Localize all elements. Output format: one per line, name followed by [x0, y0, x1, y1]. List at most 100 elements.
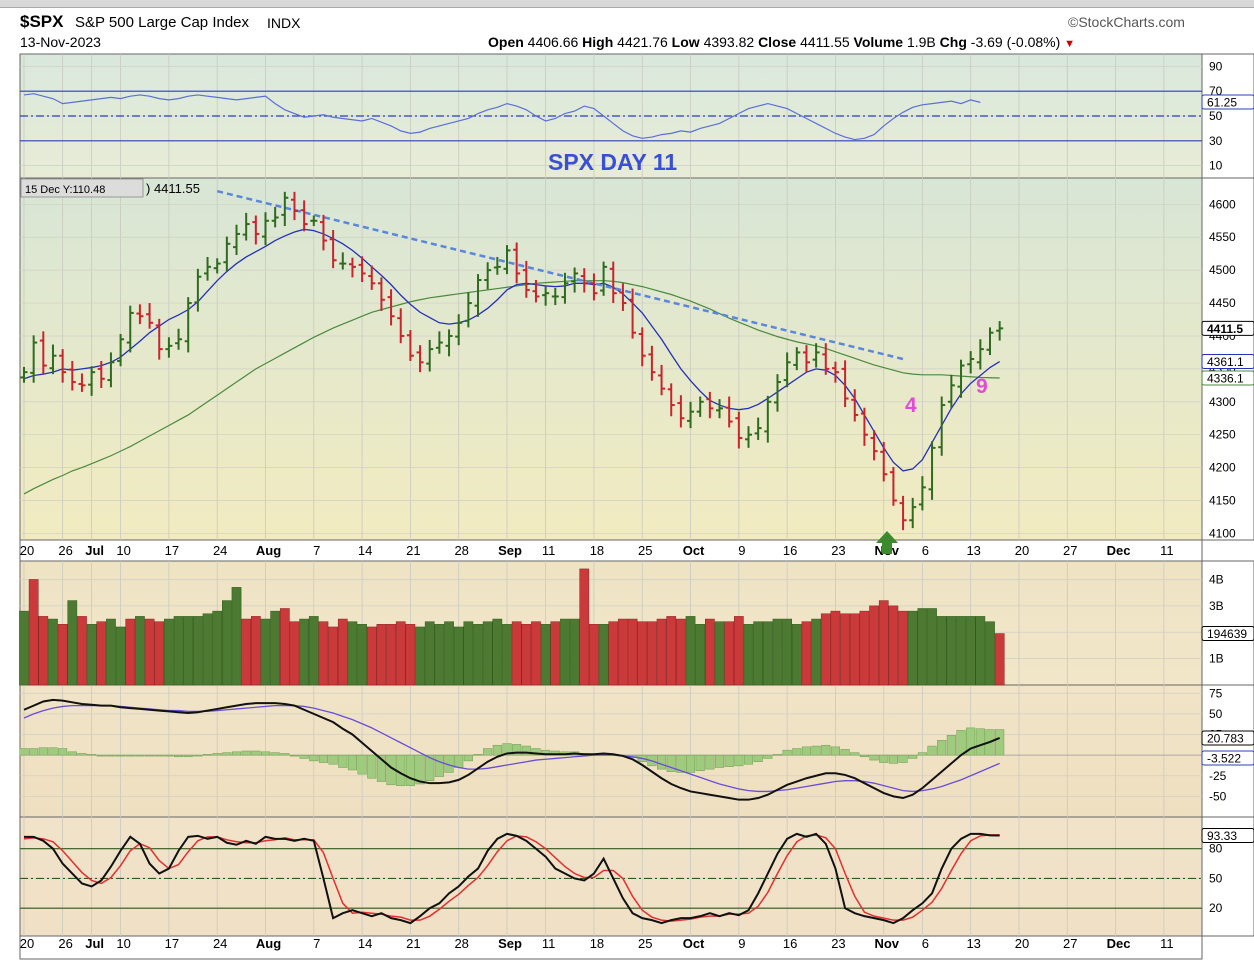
x-tick-label: 13	[966, 543, 980, 558]
macd-histogram-bar	[917, 752, 927, 756]
ma50-value-tag-text: 4336.1	[1207, 372, 1244, 386]
stochastic-value-tag-text: 93.33	[1207, 829, 1237, 843]
y-tick-label: 20	[1209, 901, 1223, 915]
rsi-line	[23, 93, 981, 141]
ohlc-bar	[571, 267, 579, 293]
x-tick-label: 10	[116, 543, 130, 558]
ma20-line	[23, 228, 1001, 472]
volume-bar	[67, 600, 78, 686]
ohlc-bar	[155, 318, 163, 360]
macd-histogram-bar	[289, 754, 300, 757]
exchange: INDX	[267, 15, 301, 31]
volume-bar	[502, 624, 512, 686]
volume-bar	[878, 600, 889, 686]
ohlc-bar	[126, 305, 134, 353]
ohlc-bar	[377, 277, 385, 311]
ohlc-bar	[474, 274, 482, 317]
y-tick-label: -25	[1209, 769, 1227, 783]
volume-bar	[395, 621, 406, 686]
volume-bar	[907, 610, 918, 686]
ohlc-bar	[899, 495, 907, 531]
ohlc-bar	[609, 261, 617, 304]
macd-histogram-bar	[792, 748, 802, 756]
volume-bar	[820, 613, 831, 686]
sto-panel-background	[19, 816, 1203, 937]
ohlc-bar	[918, 476, 926, 511]
ohlc-bar	[658, 364, 666, 396]
x-tick-label: Oct	[683, 543, 705, 558]
volume-bar	[859, 610, 870, 686]
volume-bar	[782, 618, 792, 686]
ohlc-bar	[503, 245, 511, 275]
ohlc-bar	[957, 359, 965, 398]
volume-bar	[212, 610, 223, 686]
volume-bar	[19, 610, 29, 686]
macd-histogram-bar	[415, 754, 425, 785]
x-tick-label: 16	[783, 936, 797, 951]
macd-histogram-bar	[347, 754, 357, 771]
volume-bar	[975, 616, 986, 686]
ohlc-bar	[387, 289, 395, 326]
ohlc-bar	[638, 327, 646, 367]
x-tick-label: 26	[58, 543, 72, 558]
volume-bar	[96, 621, 107, 686]
volume-bar	[772, 618, 783, 686]
volume-bar	[840, 613, 850, 686]
volume-bar	[753, 621, 764, 686]
ohlc-bar	[677, 395, 685, 428]
y-tick-label: 4450	[1209, 296, 1236, 310]
volume-bar	[627, 618, 638, 686]
volume-bar	[415, 626, 425, 686]
ohlc-bar	[406, 330, 414, 361]
macd-histogram-bar	[801, 746, 812, 756]
y-tick-label: 4B	[1209, 572, 1224, 586]
volume-bar	[250, 616, 261, 686]
macd-histogram-bar	[492, 744, 502, 756]
ohlc-bar	[117, 333, 125, 367]
macd-histogram-bar	[164, 754, 174, 757]
volume-bar	[135, 616, 145, 686]
ohlc-bar	[619, 283, 627, 311]
ohlc-bar	[358, 256, 366, 282]
volume-bar	[144, 618, 155, 686]
macd-histogram-bar	[19, 748, 29, 756]
ohlc-bar	[802, 345, 810, 373]
open-value: 4406.66	[527, 34, 579, 50]
ohlc-bar	[783, 352, 791, 388]
macd-histogram-bar	[231, 751, 242, 756]
y-tick-label: 4250	[1209, 428, 1236, 442]
volume-bar	[647, 621, 657, 686]
x-tick-label: 14	[358, 543, 372, 558]
macd-histogram-bar	[763, 754, 773, 759]
volume-bar	[164, 618, 174, 686]
macd-histogram-bar	[811, 745, 821, 756]
x-tick-label: 27	[1063, 936, 1077, 951]
wave-count-9: 9	[976, 375, 988, 398]
x-tick-label: 6	[922, 936, 929, 951]
x-tick-label: 20	[20, 936, 34, 951]
ma50-value-tag: 4336.1	[1201, 370, 1254, 386]
volume-bar	[154, 621, 165, 686]
ohlc-bar	[928, 441, 936, 500]
ohlc-bar	[242, 212, 250, 241]
macd-histogram-bar	[946, 735, 956, 756]
ohlc-bar	[426, 339, 434, 372]
x-tick-label: 23	[831, 936, 845, 951]
volume-bar	[743, 624, 754, 686]
volume-bar	[222, 600, 232, 686]
macd-histogram-bar	[357, 754, 367, 775]
volume-bar	[125, 618, 136, 686]
y-tick-label: 4150	[1209, 494, 1236, 508]
ohlc-bar	[551, 287, 559, 306]
macd-histogram-bar	[260, 751, 271, 756]
macd-histogram-bar	[328, 754, 338, 765]
ohlc-bar	[339, 252, 347, 270]
ohlc-bar	[976, 339, 984, 370]
volume-bar	[946, 616, 957, 686]
volume-bar	[598, 624, 609, 686]
rsi-value-tag-box	[1201, 94, 1254, 110]
macd-histogram-bar	[425, 754, 435, 781]
ohlc-bar	[812, 343, 820, 368]
macd-histogram-bar	[116, 754, 126, 757]
macd-histogram-bar	[685, 754, 696, 773]
